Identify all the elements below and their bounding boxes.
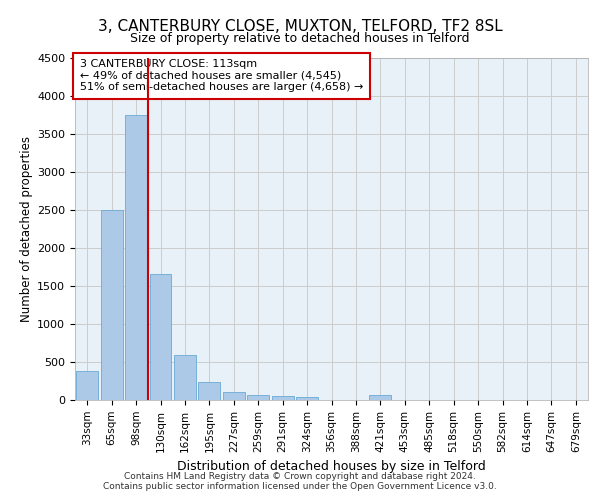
Text: Contains HM Land Registry data © Crown copyright and database right 2024.
Contai: Contains HM Land Registry data © Crown c… bbox=[103, 472, 497, 491]
Bar bbox=[149, 274, 172, 400]
Text: Size of property relative to detached houses in Telford: Size of property relative to detached ho… bbox=[130, 32, 470, 45]
Bar bbox=[199, 382, 220, 400]
Text: 3, CANTERBURY CLOSE, MUXTON, TELFORD, TF2 8SL: 3, CANTERBURY CLOSE, MUXTON, TELFORD, TF… bbox=[98, 19, 502, 34]
Bar bbox=[174, 355, 196, 400]
Bar bbox=[247, 394, 269, 400]
Bar bbox=[296, 397, 318, 400]
Bar bbox=[223, 392, 245, 400]
Bar bbox=[272, 396, 293, 400]
X-axis label: Distribution of detached houses by size in Telford: Distribution of detached houses by size … bbox=[177, 460, 486, 473]
Text: 3 CANTERBURY CLOSE: 113sqm
← 49% of detached houses are smaller (4,545)
51% of s: 3 CANTERBURY CLOSE: 113sqm ← 49% of deta… bbox=[80, 59, 364, 92]
Bar bbox=[125, 114, 147, 400]
Bar bbox=[370, 396, 391, 400]
Y-axis label: Number of detached properties: Number of detached properties bbox=[20, 136, 33, 322]
Bar bbox=[101, 210, 122, 400]
Bar bbox=[76, 372, 98, 400]
